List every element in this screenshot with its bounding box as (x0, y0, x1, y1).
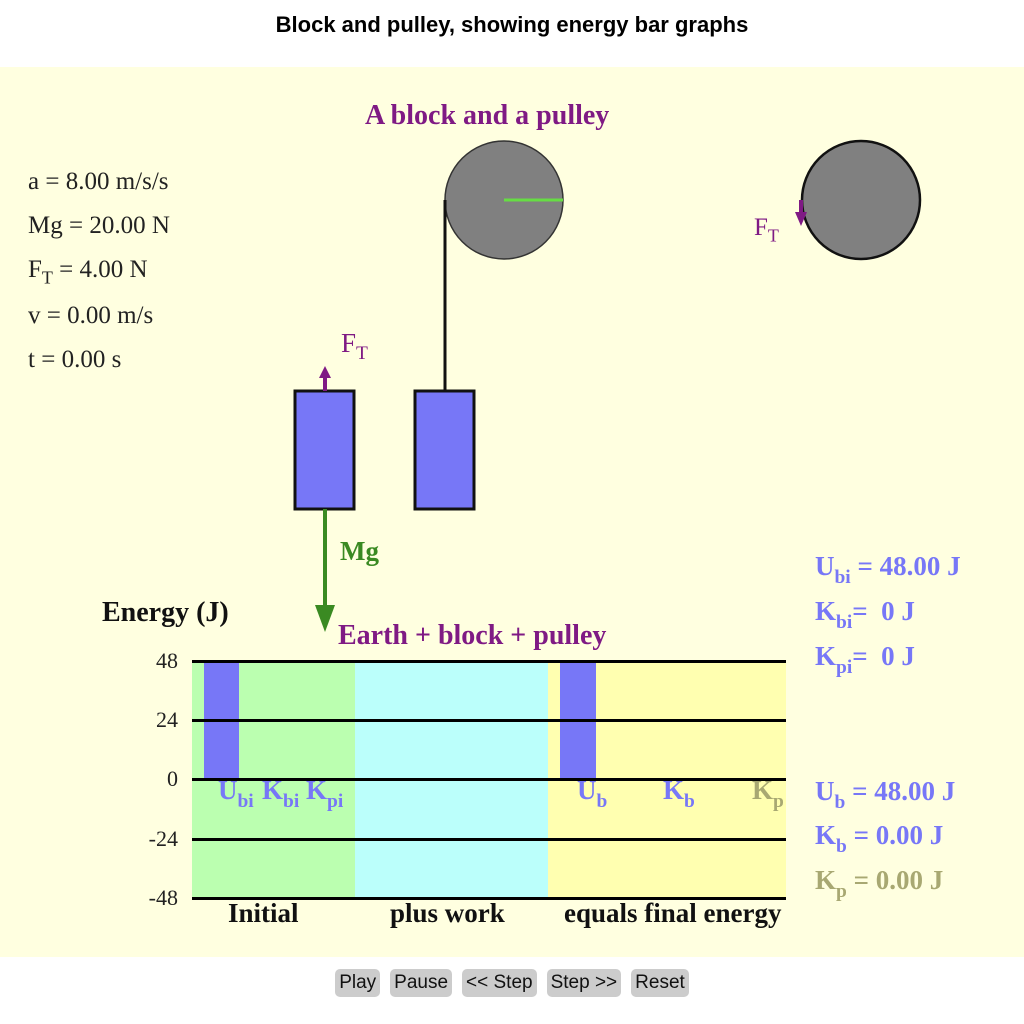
readout-value: 4.00 N (79, 256, 148, 283)
system-label: Earth + block + pulley (338, 620, 607, 651)
readout-value: 8.00 m/s/s (65, 168, 169, 195)
bar-label-sub: b (596, 790, 608, 812)
hanging-block (413, 389, 476, 511)
gridline-neg24 (192, 838, 786, 841)
weight-arrow-icon (315, 509, 335, 632)
y-tick: -24 (148, 826, 178, 851)
bar-label-sub: pi (327, 790, 344, 812)
playback-controls: Play Pause << Step Step >> Reset (0, 969, 1024, 997)
energy-kb-value: Kb = 0.00 J (815, 820, 943, 858)
energy-subscript: b (836, 835, 847, 857)
energy-value: = 0.00 J (853, 820, 944, 850)
energy-value: = 0.00 J (853, 865, 944, 895)
energy-symbol: U (815, 551, 835, 581)
readout-label: t (28, 346, 35, 373)
bar-label-sub: bi (283, 790, 300, 812)
energy-kbi-value: Kbi= 0 J (815, 596, 915, 634)
energy-ubi-value: Ubi = 48.00 J (815, 551, 961, 589)
pulley (444, 140, 564, 260)
readout-tension: FT = 4.00 N (28, 256, 148, 288)
pause-button[interactable]: Pause (390, 969, 453, 997)
y-tick: -48 (148, 885, 178, 910)
tension-label-pulley: FT (754, 214, 779, 246)
pulley-tension-arrow-icon (795, 200, 807, 226)
force-label-sub: T (767, 225, 779, 246)
energy-subscript: b (834, 791, 846, 813)
gridline-0 (192, 778, 786, 781)
bar-label-sub: b (684, 790, 695, 812)
energy-symbol: K (815, 820, 837, 850)
readout-value: 20.00 N (89, 212, 170, 239)
bar-label-ub: Ub (577, 775, 607, 813)
step-forward-button[interactable]: Step >> (546, 969, 622, 997)
gridline-neg48 (192, 897, 786, 900)
energy-value: = 0 J (852, 596, 915, 626)
force-label-main: F (341, 328, 357, 358)
energy-ub-value: Ub = 48.00 J (815, 776, 955, 814)
gridline-24 (192, 719, 786, 722)
tension-label-block: FT (341, 328, 368, 365)
energy-subscript: bi (836, 611, 853, 633)
section-label-initial: Initial (228, 898, 299, 928)
tension-arrow-icon (319, 366, 331, 391)
free-body-block (293, 389, 356, 511)
energy-kp-value: Kp = 0.00 J (815, 865, 943, 903)
y-tick: 24 (156, 707, 178, 732)
readout-subscript: T (41, 267, 53, 288)
bar-label-kp: Kp (752, 775, 784, 813)
energy-symbol: U (815, 776, 835, 806)
bar-label-main: K (663, 775, 685, 805)
chart-y-axis-title: Energy (J) (102, 597, 229, 628)
energy-subscript: bi (834, 566, 851, 588)
page-title: Block and pulley, showing energy bar gra… (275, 12, 749, 37)
energy-kpi-value: Kpi= 0 J (815, 641, 915, 679)
energy-value: = 0 J (852, 641, 915, 671)
force-label-main: F (754, 214, 768, 241)
y-tick: 0 (167, 766, 178, 791)
readout-label: F (28, 256, 42, 283)
scene-title: A block and a pulley (365, 100, 610, 131)
gridline-48 (192, 660, 786, 663)
bar-label-kb: Kb (663, 775, 695, 813)
section-label-work: plus work (390, 898, 505, 928)
scene-graphics (293, 139, 922, 632)
bar-label-sub: bi (237, 790, 254, 812)
force-label-sub: T (356, 342, 368, 364)
reset-button[interactable]: Reset (631, 969, 689, 997)
bar-label-main: K (306, 775, 328, 805)
play-button[interactable]: Play (335, 969, 381, 997)
weight-label: Mg (340, 536, 379, 566)
readout-label: v (28, 302, 41, 329)
y-tick: 48 (156, 648, 178, 673)
readout-acceleration: a = 8.00 m/s/s (28, 168, 169, 195)
bar-label-kpi: Kpi (306, 775, 343, 813)
bar-label-main: U (577, 775, 597, 805)
energy-symbol: K (815, 641, 837, 671)
energy-value: = 48.00 J (852, 776, 956, 806)
readout-value: 0.00 s (61, 346, 122, 373)
readout-time: t = 0.00 s (28, 346, 122, 373)
bar-label-sub: p (773, 790, 784, 812)
bar-label-ubi: Ubi (218, 775, 254, 813)
bar-label-main: K (262, 775, 284, 805)
readout-label: a (28, 168, 40, 195)
step-back-button[interactable]: << Step (462, 969, 537, 997)
bar-label-main: K (752, 775, 774, 805)
bar-label-kbi: Kbi (262, 775, 299, 813)
energy-subscript: p (836, 880, 847, 902)
energy-subscript: pi (836, 656, 853, 678)
energy-symbol: K (815, 865, 837, 895)
energy-value: = 48.00 J (857, 551, 961, 581)
readout-label: Mg (28, 212, 63, 239)
free-body-pulley (800, 139, 922, 261)
bar-label-main: U (218, 775, 238, 805)
readout-weight: Mg = 20.00 N (28, 212, 170, 239)
readout-velocity: v = 0.00 m/s (28, 302, 154, 329)
readout-value: 0.00 m/s (67, 302, 154, 329)
section-label-final: equals final energy (564, 898, 782, 928)
energy-symbol: K (815, 596, 837, 626)
